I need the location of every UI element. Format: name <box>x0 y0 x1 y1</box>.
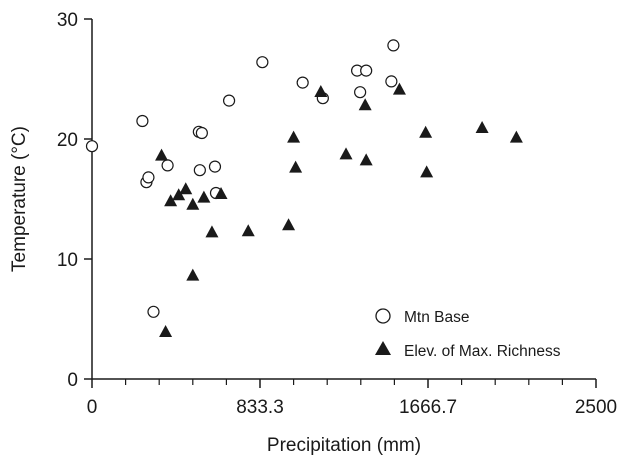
data-point-circle <box>142 171 155 184</box>
data-point-triangle <box>358 98 372 111</box>
data-point-triangle <box>359 153 373 166</box>
data-point-circle <box>136 114 149 128</box>
data-point-triangle <box>419 125 433 138</box>
legend-marker-elev-max-richness <box>375 341 391 355</box>
data-point-triangle <box>314 85 328 97</box>
data-point-triangle <box>214 187 228 199</box>
data-point-triangle <box>241 224 255 237</box>
x-axis-title: Precipitation (mm) <box>267 435 421 456</box>
data-point-circle <box>354 86 367 99</box>
data-point-circle <box>193 164 206 177</box>
data-point-triangle <box>287 130 301 143</box>
axis-tick-labels: 0 10 20 30 0 833.3 1666.7 2500 <box>57 10 617 418</box>
data-points <box>85 39 523 337</box>
series-mtn-base <box>85 39 400 318</box>
data-point-circle <box>195 126 208 140</box>
legend: Mtn Base Elev. of Max. Richness <box>375 308 561 360</box>
x-tick-label: 0 <box>87 397 98 418</box>
data-point-triangle <box>197 190 211 203</box>
data-point-triangle <box>420 165 434 178</box>
y-tick-label: 0 <box>67 370 78 391</box>
data-point-circle <box>147 305 160 318</box>
data-point-triangle <box>205 225 219 238</box>
data-point-triangle <box>164 194 178 207</box>
series-elev-max-richness <box>155 82 523 337</box>
axis-ticks <box>84 18 597 388</box>
data-point-circle <box>256 56 269 69</box>
data-point-circle <box>387 39 400 52</box>
data-point-triangle <box>475 121 489 133</box>
data-point-circle <box>360 64 373 77</box>
legend-label-elev-max-richness: Elev. of Max. Richness <box>404 343 561 360</box>
x-tick-label: 1666.7 <box>399 397 457 418</box>
y-tick-label: 10 <box>57 250 78 271</box>
data-point-circle <box>208 160 222 173</box>
data-point-triangle <box>282 218 296 231</box>
data-point-triangle <box>155 148 169 161</box>
data-point-triangle <box>179 182 193 195</box>
data-point-triangle <box>186 197 200 210</box>
data-point-triangle <box>186 268 200 281</box>
y-tick-label: 30 <box>57 10 78 31</box>
legend-label-mtn-base: Mtn Base <box>404 309 469 326</box>
data-point-triangle <box>289 160 303 173</box>
data-point-circle <box>161 159 174 172</box>
data-point-triangle <box>159 325 173 337</box>
y-tick-label: 20 <box>57 130 78 151</box>
data-point-circle <box>296 76 309 89</box>
data-point-triangle <box>172 188 186 201</box>
x-tick-label: 833.3 <box>236 397 284 418</box>
data-point-circle <box>222 94 236 107</box>
x-tick-label: 2500 <box>575 397 617 418</box>
data-point-circle <box>85 140 99 153</box>
legend-marker-mtn-base <box>375 308 391 324</box>
data-point-triangle <box>509 130 523 143</box>
y-axis-title: Temperature (°C) <box>9 126 30 272</box>
data-point-triangle <box>339 147 353 160</box>
data-point-circle <box>385 75 398 88</box>
data-point-triangle <box>392 82 406 95</box>
